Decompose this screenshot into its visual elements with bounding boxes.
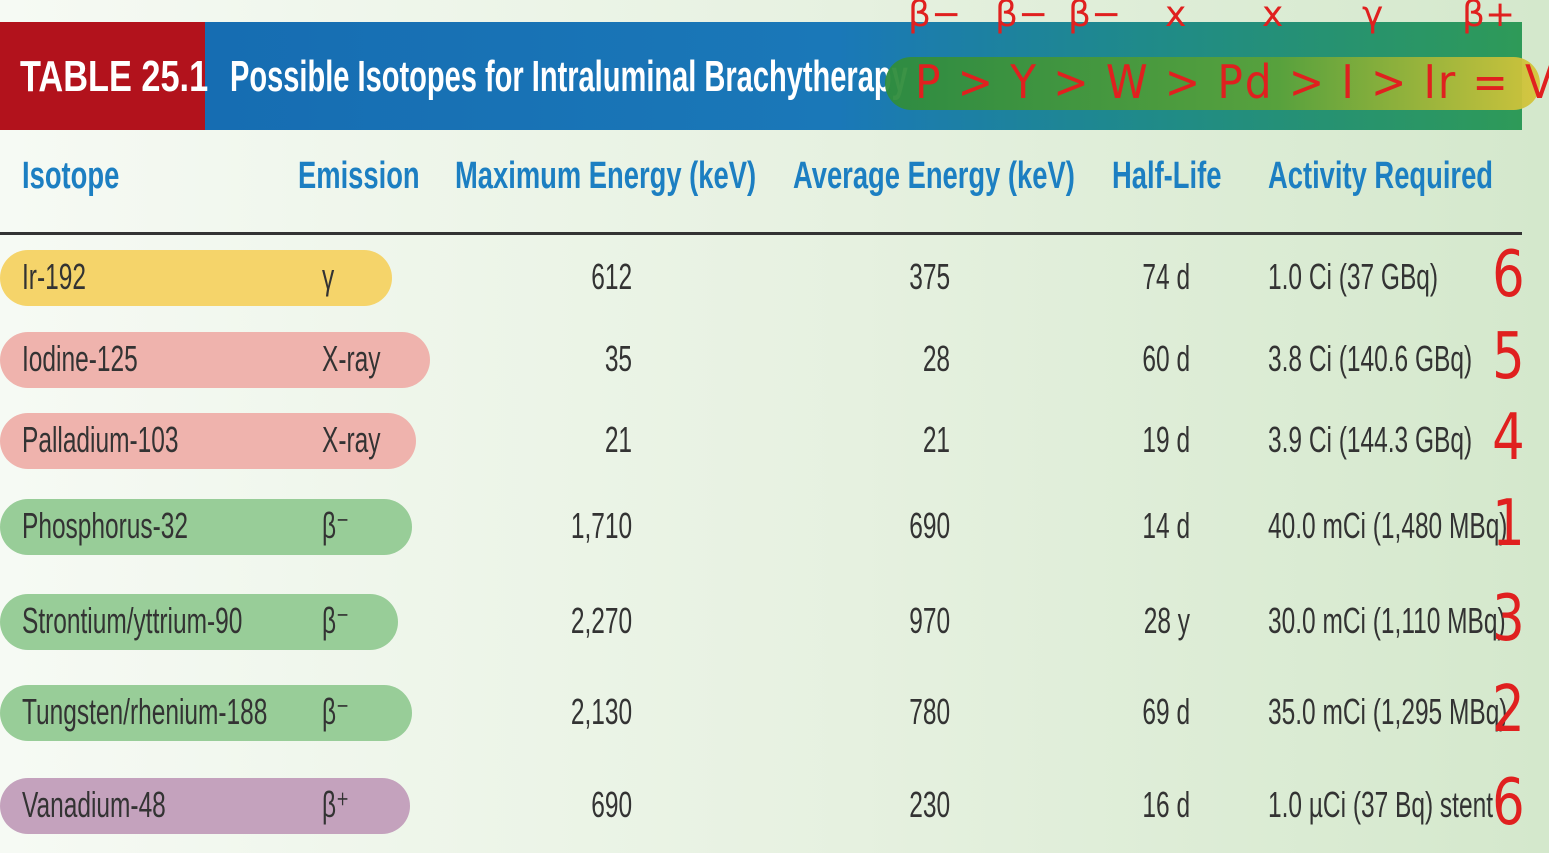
table-cell: 14 d [1142, 505, 1190, 546]
row-rank: 6 [1492, 238, 1525, 312]
table-cell: 21 [922, 419, 950, 460]
table-cell: 69 d [1142, 691, 1190, 732]
row-highlight [0, 685, 412, 741]
table-cell: 970 [909, 600, 950, 641]
table-cell: Vanadium-48 [22, 784, 166, 825]
row-highlight [0, 594, 398, 650]
emission-note: β− [908, 0, 962, 35]
table-cell: X-ray [322, 338, 381, 379]
table-cell: 612 [591, 256, 632, 297]
table-cell: 3.9 Ci (144.3 GBq) [1268, 419, 1473, 460]
table-cell: 690 [591, 784, 632, 825]
column-header: Average Energy (keV) [793, 155, 1075, 197]
table-cell: β⁺ [322, 784, 350, 825]
column-header: Isotope [22, 155, 120, 197]
row-highlight [0, 499, 412, 555]
row-rank: 6 [1492, 766, 1525, 840]
emission-note: x [1165, 0, 1187, 35]
table-title: Possible Isotopes for Intraluminal Brach… [230, 52, 908, 101]
column-header: Activity Required [1268, 155, 1494, 197]
table-cell: 35.0 mCi (1,295 MBq) [1268, 691, 1508, 732]
table-cell: 3.8 Ci (140.6 GBq) [1268, 338, 1473, 379]
ranking-note: P > Y > W > Pd > I > Ir = V [915, 55, 1549, 109]
table-cell: Strontium/yttrium-90 [22, 600, 243, 641]
highlight [885, 57, 1540, 110]
table-cell: 28 y [1143, 600, 1190, 641]
table-cell: 74 d [1142, 256, 1190, 297]
table-cell: Tungsten/rhenium-188 [22, 691, 268, 732]
row-rank: 5 [1492, 320, 1525, 394]
header-label-box [0, 22, 205, 130]
table-cell: 60 d [1142, 338, 1190, 379]
table-cell: β⁻ [322, 600, 350, 641]
table-cell: 230 [909, 784, 950, 825]
emission-note: β+ [1462, 0, 1516, 35]
table-cell: 35 [604, 338, 632, 379]
emission-note: γ [1362, 0, 1384, 35]
row-highlight [0, 332, 430, 388]
column-header: Maximum Energy (keV) [455, 155, 757, 197]
table-cell: Ir-192 [22, 256, 86, 297]
table-cell: Palladium-103 [22, 419, 179, 460]
table-cell: 21 [604, 419, 632, 460]
column-header: Half-Life [1112, 155, 1222, 197]
emission-note: β− [1068, 0, 1122, 35]
table-cell: 375 [909, 256, 950, 297]
row-highlight [0, 778, 410, 834]
row-rank: 3 [1492, 582, 1525, 656]
table-cell: 28 [922, 338, 950, 379]
row-rank: 1 [1492, 487, 1525, 561]
table-cell: 40.0 mCi (1,480 MBq) [1268, 505, 1508, 546]
row-highlight [0, 413, 416, 469]
emission-note: x [1262, 0, 1284, 35]
header-rule [0, 232, 1522, 235]
table-cell: 690 [909, 505, 950, 546]
table-cell: 1,710 [570, 505, 632, 546]
row-highlight [0, 250, 392, 306]
table-cell: Iodine-125 [22, 338, 138, 379]
table-cell: 780 [909, 691, 950, 732]
row-rank: 4 [1492, 401, 1525, 475]
table-cell: 2,130 [570, 691, 632, 732]
table-cell: 2,270 [570, 600, 632, 641]
table-cell: 1.0 µCi (37 Bq) stent [1268, 784, 1494, 825]
table-cell: γ [322, 256, 335, 297]
table-cell: X-ray [322, 419, 381, 460]
table-cell: 1.0 Ci (37 GBq) [1268, 256, 1439, 297]
column-header: Emission [298, 155, 420, 197]
row-rank: 2 [1492, 673, 1525, 747]
table-cell: 30.0 mCi (1,110 MBq) [1268, 600, 1506, 641]
table-cell: Phosphorus-32 [22, 505, 189, 546]
emission-note: β− [995, 0, 1049, 35]
table-cell: β⁻ [322, 505, 350, 546]
table-cell: 16 d [1142, 784, 1190, 825]
table-cell: 19 d [1142, 419, 1190, 460]
table-cell: β⁻ [322, 691, 350, 732]
table-label: TABLE 25.1 [20, 52, 209, 101]
